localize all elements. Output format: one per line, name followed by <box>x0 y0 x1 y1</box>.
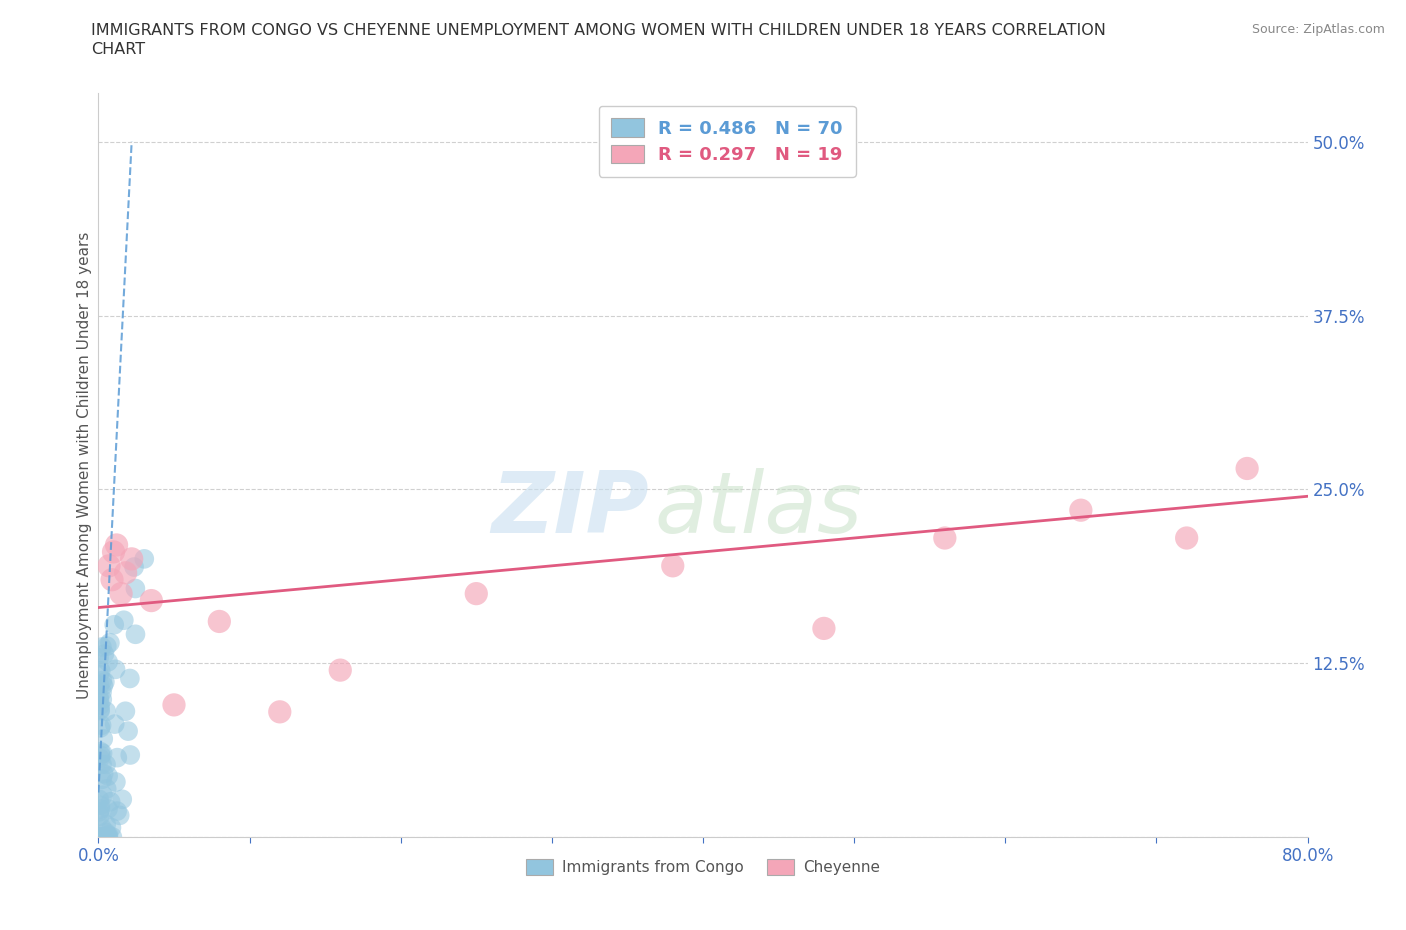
Text: IMMIGRANTS FROM CONGO VS CHEYENNE UNEMPLOYMENT AMONG WOMEN WITH CHILDREN UNDER 1: IMMIGRANTS FROM CONGO VS CHEYENNE UNEMPL… <box>91 23 1107 38</box>
Point <box>141 593 163 608</box>
Point <box>104 662 127 677</box>
Point <box>89 702 111 717</box>
Point <box>108 808 131 823</box>
Point <box>813 621 835 636</box>
Point <box>93 646 115 661</box>
Point <box>89 830 111 844</box>
Point <box>101 572 124 587</box>
Point <box>97 655 120 670</box>
Point <box>89 698 111 712</box>
Point <box>661 558 683 573</box>
Point <box>97 830 120 844</box>
Point <box>105 538 128 552</box>
Point <box>91 746 114 761</box>
Point <box>90 744 112 759</box>
Point <box>90 640 112 655</box>
Point <box>103 544 125 559</box>
Point <box>465 586 488 601</box>
Point <box>89 721 111 736</box>
Point <box>94 825 117 840</box>
Point <box>89 667 111 682</box>
Point <box>98 558 121 573</box>
Point <box>93 830 115 844</box>
Point <box>97 830 120 844</box>
Point <box>91 772 114 787</box>
Point <box>89 693 111 708</box>
Point <box>96 781 118 796</box>
Point <box>105 804 128 818</box>
Point <box>1175 531 1198 546</box>
Point <box>121 551 143 566</box>
Point <box>117 724 139 738</box>
Point <box>89 804 111 819</box>
Point <box>101 830 124 844</box>
Point <box>90 798 112 813</box>
Point <box>111 791 134 806</box>
Point <box>91 757 114 772</box>
Point <box>97 828 120 843</box>
Point <box>98 635 121 650</box>
Point <box>163 698 186 712</box>
Point <box>89 830 111 844</box>
Point <box>134 551 156 566</box>
Point <box>329 663 352 678</box>
Point <box>94 757 117 772</box>
Point <box>93 678 115 693</box>
Point <box>114 704 136 719</box>
Point <box>1236 461 1258 476</box>
Point <box>93 766 115 781</box>
Point <box>104 775 127 790</box>
Point <box>124 627 146 642</box>
Point <box>269 704 291 719</box>
Point <box>110 586 132 601</box>
Point <box>91 673 114 688</box>
Text: atlas: atlas <box>655 468 863 551</box>
Legend: Immigrants from Congo, Cheyenne: Immigrants from Congo, Cheyenne <box>519 853 887 882</box>
Point <box>90 663 112 678</box>
Text: ZIP: ZIP <box>491 468 648 551</box>
Point <box>96 704 118 719</box>
Point <box>94 674 117 689</box>
Point <box>90 802 112 817</box>
Point <box>89 809 111 824</box>
Point <box>114 565 136 580</box>
Point <box>934 531 956 546</box>
Text: Source: ZipAtlas.com: Source: ZipAtlas.com <box>1251 23 1385 36</box>
Point <box>97 802 120 817</box>
Point <box>118 671 141 686</box>
Point <box>1070 503 1092 518</box>
Point <box>89 650 111 665</box>
Point <box>120 748 142 763</box>
Point <box>96 639 118 654</box>
Point <box>124 581 146 596</box>
Point <box>105 751 128 765</box>
Point <box>122 560 145 575</box>
Point <box>103 618 125 632</box>
Point <box>96 817 118 832</box>
Point <box>90 718 112 733</box>
Point <box>91 731 114 746</box>
Point <box>104 717 127 732</box>
Point <box>89 792 111 807</box>
Point <box>100 820 122 835</box>
Point <box>91 788 114 803</box>
Point <box>89 678 111 693</box>
Point <box>91 684 114 699</box>
Point <box>90 820 112 835</box>
Point <box>89 703 111 718</box>
Point <box>89 690 111 705</box>
Y-axis label: Unemployment Among Women with Children Under 18 years: Unemployment Among Women with Children U… <box>77 232 91 698</box>
Point <box>100 794 122 809</box>
Point <box>89 751 111 765</box>
Point <box>112 613 135 628</box>
Point <box>91 692 114 707</box>
Point <box>90 830 112 844</box>
Text: CHART: CHART <box>91 42 145 57</box>
Point <box>208 614 231 629</box>
Point <box>97 768 120 783</box>
Point <box>90 748 112 763</box>
